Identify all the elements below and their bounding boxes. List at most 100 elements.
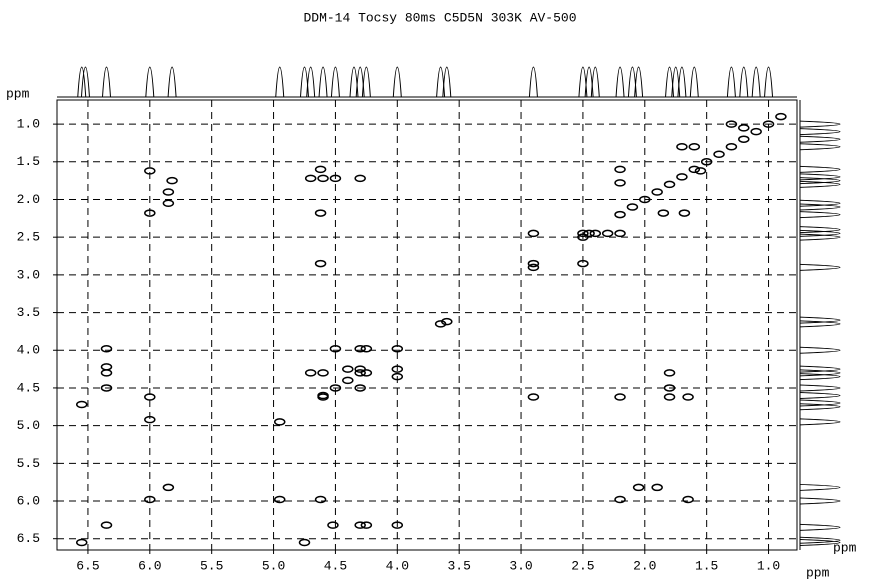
cross-peak <box>614 210 626 219</box>
right-projection-peak <box>799 523 841 531</box>
right-projection-peak <box>799 199 841 207</box>
cross-peak <box>657 209 670 217</box>
cross-peak <box>626 203 639 211</box>
y-tick-label: 2.0 <box>17 192 40 207</box>
cross-peak <box>342 365 354 373</box>
cross-peak <box>678 209 691 217</box>
top-projection-peak <box>726 66 736 98</box>
cross-peak <box>100 384 113 392</box>
cross-peak <box>314 165 327 174</box>
cross-peak <box>663 393 676 401</box>
right-projection-peak <box>799 128 841 136</box>
cross-peak <box>360 521 373 529</box>
top-projection-peak <box>442 66 452 98</box>
y-tick-label: 5.5 <box>17 456 40 471</box>
x-tick-label: 5.0 <box>262 558 285 573</box>
cross-peak <box>688 142 701 151</box>
cross-peak <box>614 165 626 174</box>
right-projection-peak <box>799 403 841 411</box>
y-tick-label: 6.0 <box>17 493 40 508</box>
cross-peak <box>434 320 447 328</box>
x-axis-label: ppm <box>806 565 830 579</box>
cross-peak <box>314 209 327 217</box>
cross-peak <box>329 344 342 353</box>
cross-peak <box>329 174 342 183</box>
y-tick-label: 6.5 <box>17 531 40 546</box>
y-tick-label: 5.0 <box>17 418 40 433</box>
top-projection-peak <box>77 66 87 98</box>
x-tick-label: 3.5 <box>447 558 470 573</box>
cross-peak <box>614 495 626 504</box>
x-tick-label: 6.0 <box>138 558 161 573</box>
x-tick-label: 1.5 <box>695 558 718 573</box>
cross-peak <box>713 150 725 159</box>
right-projection-peak <box>799 173 841 181</box>
cross-peak <box>314 495 327 504</box>
y-tick-label: 3.5 <box>17 305 40 320</box>
cross-peak <box>100 369 113 377</box>
cross-peak <box>632 483 645 492</box>
cross-peak <box>614 229 626 238</box>
top-projection-peak <box>318 66 328 98</box>
cross-peak <box>614 393 626 401</box>
cross-peak <box>100 521 113 529</box>
cross-peak <box>273 418 286 426</box>
cross-peak <box>317 174 329 183</box>
cross-peak <box>725 120 738 128</box>
cross-peak <box>327 521 339 529</box>
right-projection-peak <box>799 418 841 426</box>
cross-peak <box>676 173 688 181</box>
cross-peak <box>738 135 750 143</box>
cross-peak <box>527 393 540 401</box>
chart-title: DDM-14 Tocsy 80ms C5D5N 303K AV-500 <box>303 10 576 25</box>
top-projection-peak <box>145 66 155 98</box>
cross-peak <box>360 344 373 353</box>
cross-peak <box>162 199 175 208</box>
cross-peak <box>663 180 676 189</box>
cross-peak <box>391 521 404 529</box>
top-projection-peak <box>361 66 371 98</box>
cross-peak <box>682 393 694 401</box>
top-projection-peak <box>167 66 177 98</box>
cross-peak <box>651 483 663 492</box>
top-projection-peak <box>101 66 111 98</box>
y-tick-label: 4.5 <box>17 380 40 395</box>
right-projection-peak <box>799 229 841 237</box>
cross-peak <box>100 344 113 353</box>
right-projection-peak <box>799 483 841 491</box>
cross-peak <box>144 209 156 217</box>
cross-peak <box>144 415 156 424</box>
cross-peak <box>750 127 762 136</box>
top-projection-peak <box>739 66 749 98</box>
cross-peak <box>577 229 589 238</box>
cross-peak <box>298 538 311 547</box>
top-projection-peak <box>80 66 90 98</box>
top-projection-peak <box>634 66 644 98</box>
top-projection-peak <box>306 66 316 98</box>
cross-peak <box>75 538 88 547</box>
cross-peak <box>162 483 175 492</box>
right-projection-peak <box>799 226 841 234</box>
cross-peak <box>527 229 540 238</box>
right-projection-peak <box>799 536 841 544</box>
cross-peak <box>577 259 589 268</box>
right-projection-peak <box>799 373 841 381</box>
right-projection-peak <box>799 399 841 407</box>
cross-peak <box>639 195 651 204</box>
cross-peak <box>100 363 113 371</box>
projection-label: ppm <box>833 540 857 555</box>
right-projection-peak <box>799 263 841 271</box>
right-projection-peak <box>799 369 841 377</box>
cross-peak <box>75 400 88 409</box>
right-projection-peak <box>799 143 841 151</box>
y-tick-label: 1.5 <box>17 154 40 169</box>
y-tick-label: 3.0 <box>17 267 40 282</box>
x-tick-label: 5.5 <box>200 558 223 573</box>
cross-peak <box>775 112 787 121</box>
right-projection-peak <box>799 320 841 328</box>
cross-peak <box>694 167 707 175</box>
cross-peak <box>354 365 366 373</box>
y-tick-label: 2.5 <box>17 230 40 245</box>
cross-peak <box>583 229 595 238</box>
cross-peak <box>601 229 614 238</box>
